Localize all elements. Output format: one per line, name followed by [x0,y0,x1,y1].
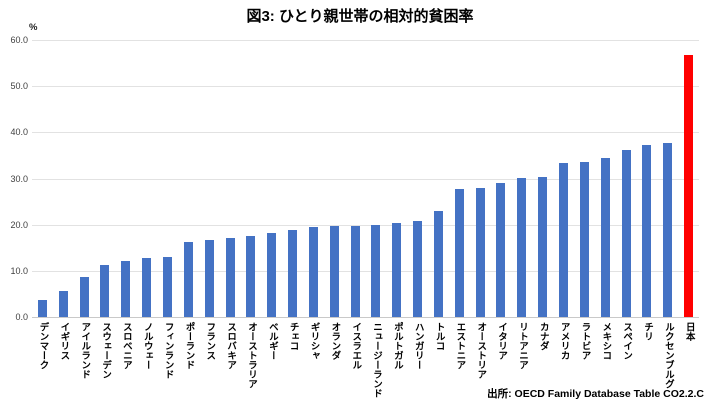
bar-series [308,227,318,318]
bar-series [600,157,610,318]
x-axis-category-label: フィンランド [162,322,174,379]
gridline [32,224,699,226]
x-axis-category-label: フランス [204,322,216,360]
x-axis-category-label: ルクセンブルグ [662,322,674,389]
x-axis-category-label: スウェーデン [100,322,112,379]
bar-series [475,187,485,318]
source-note: 出所: OECD Family Database Table CO2.2.C [487,388,704,400]
x-axis-category-label: スロベニア [120,322,132,370]
x-axis-category-label: リトアニア [516,322,528,370]
bar-series [454,188,464,318]
y-axis-unit-label: % [29,22,38,33]
bar-series [267,232,277,318]
x-axis-category-label: エストニア [454,322,466,370]
bar-series [37,299,47,318]
bar-series [517,177,527,318]
bar-series [183,242,193,318]
x-axis-category-label: オーストラリア [245,322,257,389]
x-axis-category-label: ラトビア [579,322,591,360]
x-axis-category-label: トルコ [433,322,445,351]
x-axis-category-label: アイルランド [79,322,91,379]
x-axis-category-label: ハンガリー [412,322,424,370]
x-axis-category-label: ギリシャ [308,322,320,360]
bar-series [538,176,548,318]
y-axis-tick-label: 0.0 [15,312,28,322]
y-axis-tick-label: 20.0 [10,219,28,230]
bar-series [288,230,298,318]
x-axis-category-label: イスラエル [350,322,362,370]
x-axis-category-label: イタリア [496,322,508,360]
bar-series [413,220,423,318]
bar-series [350,225,360,318]
x-axis-category-label: スロバキア [225,322,237,370]
x-axis-category-label: チェコ [287,322,299,351]
bar-series [79,276,89,318]
x-axis-category-label: アメリカ [558,322,570,360]
gridline [32,270,699,272]
bar-series [225,237,235,318]
y-axis-tick-label: 30.0 [10,173,28,184]
bar-series [663,143,673,318]
bar-series [121,260,131,318]
x-axis-category-label: ベルギー [266,322,278,360]
x-axis-category-label: ニュージーランド [371,322,383,398]
bar-series [433,211,443,318]
x-axis-category-label: オーストリア [475,322,487,379]
x-axis-category-label: ポーランド [183,322,195,370]
x-axis-category-label: ノルウェー [141,322,153,370]
x-axis-category-label: ポルトガル [391,322,403,370]
bar-series [246,236,256,318]
y-axis-tick-label: 50.0 [10,81,28,92]
bar-highlighted [684,54,694,318]
bar-series [100,265,110,318]
bar-series [621,150,631,318]
x-axis-category-label: デンマーク [37,322,49,370]
chart-title: 図3: ひとり親世帯の相対的貧困率 [246,8,474,25]
bar-series [58,290,68,318]
bar-series [371,224,381,318]
gridline [32,40,699,41]
x-axis-category-label: チリ [642,322,654,341]
bar-series [579,161,589,318]
bar-series [204,240,214,318]
gridline [32,86,699,88]
x-axis-line [32,317,699,318]
bar-series [329,226,339,318]
bar-series [162,256,172,318]
x-axis-category-label: カナダ [537,322,549,351]
x-axis-category-label: 日本 [683,322,695,341]
bar-series [496,183,506,318]
bar-series [642,145,652,318]
x-axis-category-label: スペイン [621,322,633,360]
gridline [32,132,699,134]
x-axis-category-label: メキシコ [600,322,612,360]
bar-series [142,257,152,318]
bar-series [392,223,402,318]
x-axis-category-label: イギリス [58,322,70,360]
x-axis-category-label: オランダ [329,322,341,360]
y-axis-tick-label: 10.0 [10,265,28,276]
bar-series [559,162,569,318]
y-axis-tick-label: 60.0 [10,35,28,45]
y-axis-tick-label: 40.0 [10,127,28,138]
gridline [32,178,699,180]
